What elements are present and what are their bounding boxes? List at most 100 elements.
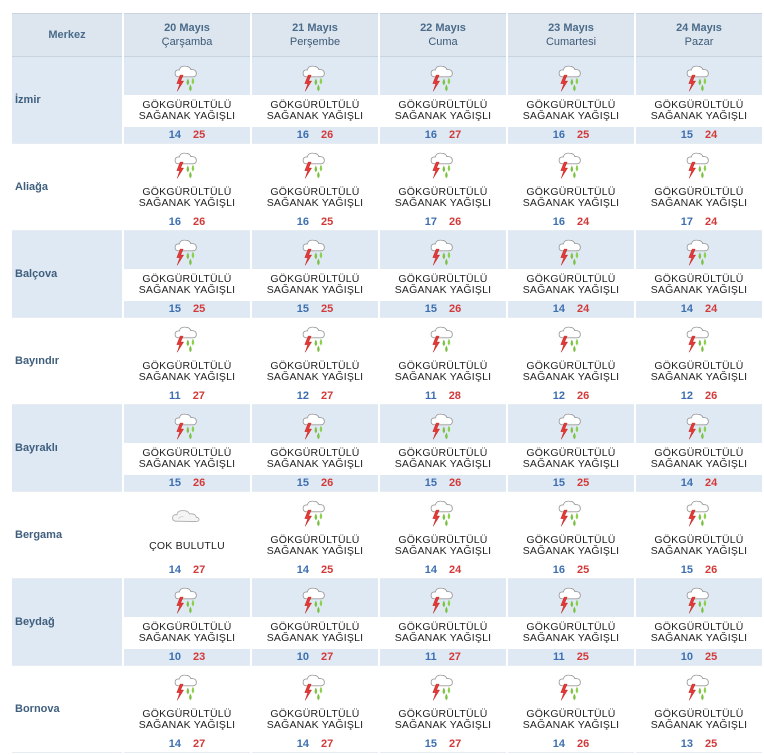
max-temperature: 24 (449, 564, 462, 576)
thunder-rain-icon (298, 324, 332, 355)
max-temperature: 26 (449, 477, 462, 489)
thunder-rain-icon (426, 237, 460, 268)
city-name[interactable]: Beydağ (12, 579, 122, 666)
max-temperature: 24 (705, 303, 718, 315)
day-weekday: Cumartesi (545, 36, 597, 48)
temperature-range: 14 24 (508, 301, 634, 317)
city-name[interactable]: Aliağa (12, 144, 122, 231)
weather-description: GÖKGÜRÜLTÜLÜ SAĞANAK YAĞIŞLI (380, 704, 506, 736)
day-header: 21 Mayıs Perşembe (252, 13, 378, 57)
day-weekday: Çarşamba (161, 36, 213, 48)
weather-description: GÖKGÜRÜLTÜLÜ SAĞANAK YAĞIŞLI (380, 617, 506, 649)
city-name[interactable]: Balçova (12, 231, 122, 318)
forecast-cell: GÖKGÜRÜLTÜLÜ SAĞANAK YAĞIŞLI 10 23 (124, 579, 250, 666)
forecast-cell: GÖKGÜRÜLTÜLÜ SAĞANAK YAĞIŞLI 17 24 (636, 144, 762, 231)
forecast-cell: GÖKGÜRÜLTÜLÜ SAĞANAK YAĞIŞLI 15 25 (508, 405, 634, 492)
temperature-range: 14 27 (252, 736, 378, 752)
thunder-rain-icon (554, 672, 588, 703)
forecast-cell: GÖKGÜRÜLTÜLÜ SAĞANAK YAĞIŞLI 14 24 (508, 231, 634, 318)
forecast-cell: GÖKGÜRÜLTÜLÜ SAĞANAK YAĞIŞLI 13 25 (636, 666, 762, 753)
temperature-range: 17 24 (636, 214, 762, 230)
city-row: Bayındır GÖKGÜRÜLTÜLÜ SAĞANAK YAĞIŞLI 11 27… (12, 318, 762, 405)
forecast-cell: GÖKGÜRÜLTÜLÜ SAĞANAK YAĞIŞLI 14 27 (252, 666, 378, 753)
city-name[interactable]: Bayraklı (12, 405, 122, 492)
forecast-cell: GÖKGÜRÜLTÜLÜ SAĞANAK YAĞIŞLI 15 24 (636, 57, 762, 144)
weather-description: GÖKGÜRÜLTÜLÜ SAĞANAK YAĞIŞLI (636, 356, 762, 388)
weather-description: GÖKGÜRÜLTÜLÜ SAĞANAK YAĞIŞLI (508, 269, 634, 301)
weather-description: GÖKGÜRÜLTÜLÜ SAĞANAK YAĞIŞLI (380, 356, 506, 388)
thunder-rain-icon (170, 585, 204, 616)
forecast-cell: GÖKGÜRÜLTÜLÜ SAĞANAK YAĞIŞLI 15 26 (124, 405, 250, 492)
city-name[interactable]: Bergama (12, 492, 122, 579)
temperature-range: 15 26 (124, 475, 250, 491)
forecast-cell: GÖKGÜRÜLTÜLÜ SAĞANAK YAĞIŞLI 15 26 (380, 231, 506, 318)
min-temperature: 17 (424, 216, 437, 228)
min-temperature: 15 (168, 303, 181, 315)
weather-description: GÖKGÜRÜLTÜLÜ SAĞANAK YAĞIŞLI (380, 443, 506, 475)
max-temperature: 25 (577, 477, 590, 489)
min-temperature: 14 (296, 738, 309, 750)
corner-header: Merkez (12, 13, 122, 57)
max-temperature: 26 (705, 564, 718, 576)
weather-description: GÖKGÜRÜLTÜLÜ SAĞANAK YAĞIŞLI (124, 443, 250, 475)
cloudy-icon (170, 498, 204, 529)
forecast-cell: GÖKGÜRÜLTÜLÜ SAĞANAK YAĞIŞLI 16 25 (508, 492, 634, 579)
city-name[interactable]: Bornova (12, 666, 122, 753)
temperature-range: 16 26 (124, 214, 250, 230)
thunder-rain-icon (426, 498, 460, 529)
weather-description: GÖKGÜRÜLTÜLÜ SAĞANAK YAĞIŞLI (380, 95, 506, 127)
city-row: İzmir GÖKGÜRÜLTÜLÜ SAĞANAK YAĞIŞLI 14 25 GÖK… (12, 57, 762, 144)
min-temperature: 15 (168, 477, 181, 489)
max-temperature: 25 (577, 564, 590, 576)
forecast-cell: GÖKGÜRÜLTÜLÜ SAĞANAK YAĞIŞLI 16 25 (252, 144, 378, 231)
temperature-range: 14 27 (124, 736, 250, 752)
thunder-rain-icon (682, 585, 716, 616)
thunder-rain-icon (298, 411, 332, 442)
min-temperature: 11 (169, 390, 181, 402)
weather-description: GÖKGÜRÜLTÜLÜ SAĞANAK YAĞIŞLI (636, 443, 762, 475)
min-temperature: 16 (552, 564, 565, 576)
thunder-rain-icon (554, 324, 588, 355)
temperature-range: 15 25 (124, 301, 250, 317)
weather-description: GÖKGÜRÜLTÜLÜ SAĞANAK YAĞIŞLI (508, 95, 634, 127)
forecast-cell: GÖKGÜRÜLTÜLÜ SAĞANAK YAĞIŞLI 12 26 (508, 318, 634, 405)
city-name[interactable]: Bayındır (12, 318, 122, 405)
temperature-range: 16 25 (508, 127, 634, 143)
min-temperature: 15 (424, 738, 437, 750)
thunder-rain-icon (554, 498, 588, 529)
thunder-rain-icon (298, 498, 332, 529)
max-temperature: 24 (705, 477, 718, 489)
max-temperature: 26 (449, 303, 462, 315)
max-temperature: 27 (321, 738, 334, 750)
min-temperature: 11 (553, 651, 565, 663)
min-temperature: 16 (552, 216, 565, 228)
thunder-rain-icon (426, 324, 460, 355)
thunder-rain-icon (682, 150, 716, 181)
forecast-cell: GÖKGÜRÜLTÜLÜ SAĞANAK YAĞIŞLI 16 26 (252, 57, 378, 144)
weather-description: ÇOK BULUTLU (124, 530, 250, 562)
max-temperature: 26 (193, 477, 206, 489)
weather-description: GÖKGÜRÜLTÜLÜ SAĞANAK YAĞIŞLI (252, 95, 378, 127)
forecast-table: Merkez 20 Mayıs Çarşamba 21 Mayıs Perşembe… (10, 13, 764, 753)
max-temperature: 25 (321, 564, 334, 576)
forecast-cell: GÖKGÜRÜLTÜLÜ SAĞANAK YAĞIŞLI 10 25 (636, 579, 762, 666)
max-temperature: 25 (193, 129, 206, 141)
weather-description: GÖKGÜRÜLTÜLÜ SAĞANAK YAĞIŞLI (124, 95, 250, 127)
max-temperature: 27 (193, 738, 206, 750)
city-name[interactable]: İzmir (12, 57, 122, 144)
temperature-range: 11 25 (508, 649, 634, 665)
min-temperature: 16 (552, 129, 565, 141)
max-temperature: 28 (448, 390, 461, 402)
min-temperature: 14 (680, 477, 693, 489)
thunder-rain-icon (426, 150, 460, 181)
weather-description: GÖKGÜRÜLTÜLÜ SAĞANAK YAĞIŞLI (124, 617, 250, 649)
temperature-range: 10 23 (124, 649, 250, 665)
min-temperature: 17 (680, 216, 693, 228)
forecast-cell: GÖKGÜRÜLTÜLÜ SAĞANAK YAĞIŞLI 14 25 (252, 492, 378, 579)
min-temperature: 11 (425, 390, 437, 402)
thunder-rain-icon (554, 150, 588, 181)
max-temperature: 27 (321, 651, 334, 663)
min-temperature: 13 (680, 738, 693, 750)
min-temperature: 14 (680, 303, 693, 315)
